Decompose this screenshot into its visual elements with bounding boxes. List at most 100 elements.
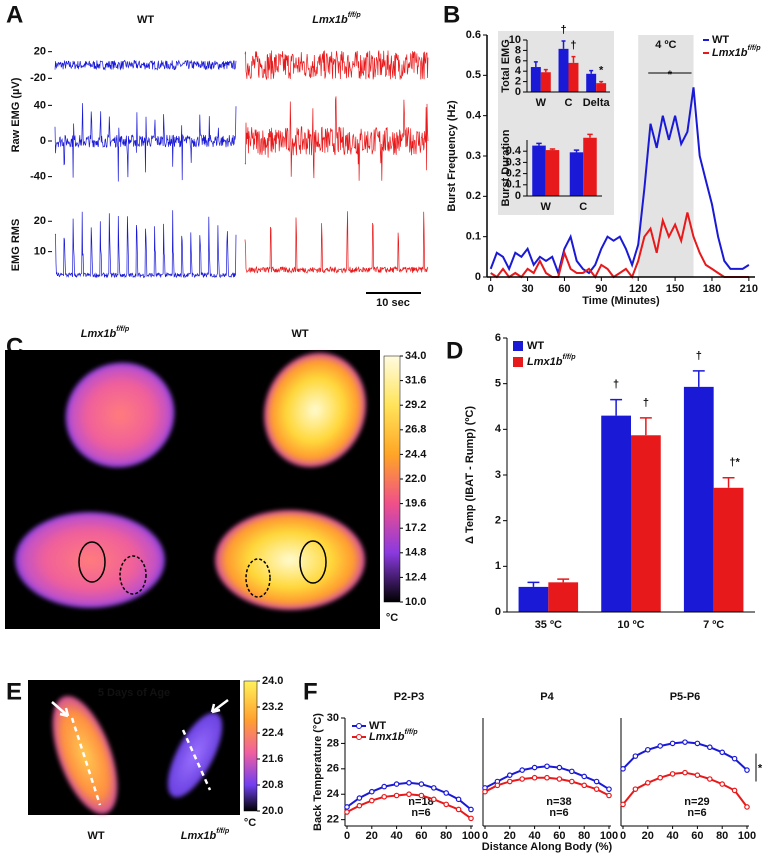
- image-title: 5 Days of Age: [98, 687, 170, 699]
- point: [606, 792, 612, 799]
- y-axis-label: Δ Temp (IBAT - Rump) (ºC): [464, 406, 476, 544]
- thermal-image: [28, 680, 240, 815]
- colorbar-tick-label: 29.2: [405, 399, 426, 411]
- x-axis-label: Distance Along Body (%): [482, 841, 613, 853]
- point: [494, 782, 501, 789]
- bar: [558, 48, 569, 92]
- point: [744, 804, 750, 810]
- colorbar-tick-label: 22.4: [262, 727, 284, 739]
- point: [644, 779, 651, 786]
- error-bar: [533, 61, 538, 68]
- y-tick-label: 0.6: [466, 29, 481, 41]
- y-axis-label: Burst Duration: [500, 129, 512, 206]
- point: [468, 806, 474, 813]
- x-tick-label: 100: [462, 830, 480, 842]
- error-bar: [722, 476, 735, 488]
- y-tick-label: 30: [327, 712, 339, 724]
- emg-trace: [54, 210, 237, 279]
- thermal-image: [5, 350, 380, 629]
- bar: [518, 586, 549, 612]
- point: [519, 776, 526, 782]
- point: [531, 774, 538, 781]
- x-tick-label: 80: [440, 830, 452, 842]
- error-bar: [599, 80, 604, 84]
- legend-swatch: [513, 341, 523, 351]
- emg-trace: [244, 96, 429, 181]
- annotation: †*: [729, 457, 740, 469]
- y-tick-label: 0.1: [506, 179, 521, 191]
- emg-trace: [244, 50, 429, 80]
- bar: [683, 386, 714, 612]
- error-bar: [527, 581, 540, 587]
- x-tick-label: 60: [691, 830, 703, 842]
- image-label-main: WT: [291, 328, 308, 340]
- n-label: n=29: [684, 796, 709, 808]
- error-bar: [692, 370, 705, 387]
- legend-label: WT: [712, 34, 729, 46]
- error-bar: [543, 68, 548, 73]
- x-tick-label: 100: [600, 830, 618, 842]
- y-tick-label: 10: [34, 246, 46, 258]
- point: [632, 786, 639, 792]
- point: [719, 749, 726, 756]
- panel-title: P2-P3: [394, 691, 425, 703]
- x-tick-label: 40: [666, 830, 678, 842]
- x-tick-label: 60: [553, 830, 565, 842]
- bar: [601, 415, 631, 612]
- error-bar: [589, 69, 594, 74]
- point: [706, 744, 713, 751]
- point: [744, 767, 750, 773]
- point: [506, 778, 513, 785]
- bar: [530, 67, 541, 92]
- y-tick-label: 0.4: [506, 145, 522, 157]
- y-tick-label: 0: [40, 135, 46, 147]
- y-axis-label: Raw EMG (µV): [10, 77, 22, 152]
- y-tick-label: 8: [515, 44, 521, 56]
- point: [682, 739, 688, 745]
- x-tick-label: 80: [578, 830, 590, 842]
- column-title: Lmx1bf/f/p: [312, 11, 361, 26]
- y-tick-label: 5: [495, 378, 501, 390]
- point: [356, 795, 363, 801]
- point: [455, 796, 462, 803]
- x-tick-label: W: [536, 97, 547, 109]
- n-label: n=38: [546, 796, 571, 808]
- y-tick-label: 0: [515, 86, 521, 98]
- emg-trace: [54, 103, 237, 182]
- point: [482, 788, 488, 795]
- annotation: *: [599, 65, 604, 77]
- legend-label-main: Lmx1b: [527, 356, 563, 368]
- y-tick-label: 24: [327, 788, 340, 800]
- point: [731, 755, 738, 762]
- colorbar-tick-label: 24.0: [262, 675, 283, 687]
- legend-marker: [356, 734, 362, 740]
- error-bar: [536, 142, 542, 146]
- point: [430, 796, 437, 803]
- point: [568, 768, 575, 775]
- colorbar-tick-label: 34.0: [405, 350, 426, 362]
- y-tick-label: 2: [515, 76, 521, 88]
- y-axis-label: Total EMG: [500, 39, 512, 93]
- y-tick-label: 3: [495, 469, 501, 481]
- image-label: WT: [291, 328, 308, 340]
- x-tick-label: 60: [415, 830, 427, 842]
- error-bar: [571, 55, 576, 63]
- point: [344, 804, 350, 810]
- point: [519, 767, 526, 773]
- panel-title: P4: [540, 691, 554, 703]
- y-tick-label: 28: [327, 737, 339, 749]
- annotation: †: [643, 397, 649, 409]
- column-title-sup: f/f/p: [348, 11, 362, 19]
- colorbar-tick-label: 26.8: [405, 424, 426, 436]
- y-tick-label: 0.2: [506, 168, 521, 180]
- point: [443, 801, 450, 808]
- panel-letter: D: [446, 337, 463, 364]
- image-label-main: Lmx1b: [181, 830, 217, 842]
- point: [581, 773, 588, 780]
- legend-marker: [356, 723, 362, 729]
- legend-label: Lmx1bf/f/p: [527, 353, 576, 368]
- y-axis-label: Burst Frequency (Hz): [446, 100, 458, 212]
- image-label: WT: [87, 830, 104, 842]
- x-tick-label: 120: [629, 283, 647, 295]
- y-tick-label: 0: [495, 606, 501, 618]
